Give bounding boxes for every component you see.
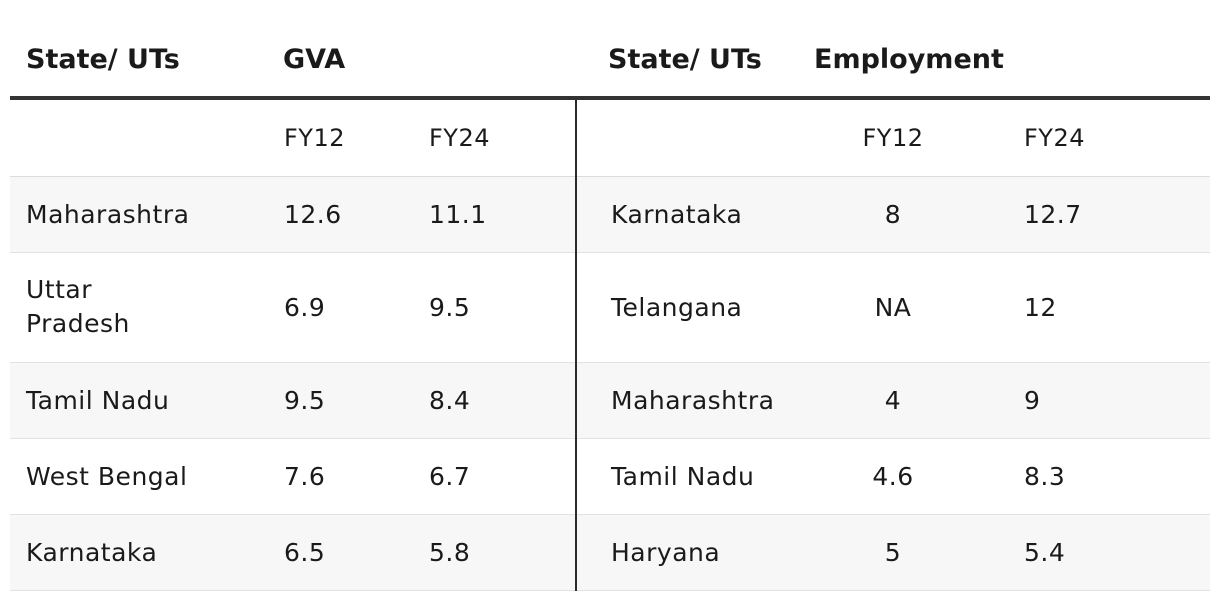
- gva-state-cell: Uttar Pradesh: [10, 252, 267, 363]
- subheader-row: FY12 FY24 FY12 FY24: [10, 98, 1211, 177]
- subheader-empty-right: [575, 98, 806, 177]
- subheader-empty-left: [10, 98, 267, 177]
- emp-fy24-cell: 5.4: [980, 514, 1211, 591]
- emp-state-cell: Karnataka: [575, 176, 806, 253]
- header-gva: GVA: [267, 26, 576, 100]
- state-gva-employment-table: State/ UTs GVA State/ UTs Employment FY1…: [10, 26, 1211, 591]
- emp-fy12-cell: 5: [806, 514, 980, 591]
- gva-fy12-cell: 6.9: [267, 252, 413, 363]
- emp-fy12-cell: 4.6: [806, 438, 980, 515]
- emp-state-cell: Haryana: [575, 514, 806, 591]
- emp-state-cell: Tamil Nadu: [575, 438, 806, 515]
- gva-state-cell: Tamil Nadu: [10, 362, 267, 439]
- table-row: Tamil Nadu 9.5 8.4 Maharashtra 4 9: [10, 362, 1211, 439]
- gva-fy12-cell: 12.6: [267, 176, 413, 253]
- header-row: State/ UTs GVA State/ UTs Employment: [10, 26, 1211, 100]
- table-row: Karnataka 6.5 5.8 Haryana 5 5.4: [10, 514, 1211, 591]
- emp-fy24-cell: 12.7: [980, 176, 1211, 253]
- table-row: Uttar Pradesh 6.9 9.5 Telangana NA 12: [10, 252, 1211, 363]
- emp-state-cell: Telangana: [575, 252, 806, 363]
- emp-state-cell: Maharashtra: [575, 362, 806, 439]
- gva-fy24-cell: 11.1: [413, 176, 576, 253]
- emp-fy12-cell: 8: [806, 176, 980, 253]
- table-row: Maharashtra 12.6 11.1 Karnataka 8 12.7: [10, 176, 1211, 253]
- gva-fy12-cell: 6.5: [267, 514, 413, 591]
- gva-fy24-cell: 8.4: [413, 362, 576, 439]
- header-employment: Employment: [806, 26, 1211, 100]
- gva-fy12-cell: 7.6: [267, 438, 413, 515]
- gva-state-cell: West Bengal: [10, 438, 267, 515]
- subheader-gva-fy12: FY12: [267, 98, 413, 177]
- gva-state-cell: Karnataka: [10, 514, 267, 591]
- gva-fy12-cell: 9.5: [267, 362, 413, 439]
- subheader-emp-fy24: FY24: [980, 98, 1211, 177]
- emp-fy24-cell: 8.3: [980, 438, 1211, 515]
- emp-fy12-cell: 4: [806, 362, 980, 439]
- gva-state-label: Uttar Pradesh: [26, 275, 130, 338]
- subheader-gva-fy24: FY24: [413, 98, 576, 177]
- emp-fy12-cell: NA: [806, 252, 980, 363]
- header-left-state: State/ UTs: [10, 26, 267, 100]
- gva-fy24-cell: 6.7: [413, 438, 576, 515]
- gva-fy24-cell: 9.5: [413, 252, 576, 363]
- emp-fy24-cell: 9: [980, 362, 1211, 439]
- gva-state-cell: Maharashtra: [10, 176, 267, 253]
- table-row: West Bengal 7.6 6.7 Tamil Nadu 4.6 8.3: [10, 438, 1211, 515]
- gva-fy24-cell: 5.8: [413, 514, 576, 591]
- header-right-state: State/ UTs: [576, 26, 806, 100]
- subheader-emp-fy12: FY12: [806, 98, 980, 177]
- emp-fy24-cell: 12: [980, 252, 1211, 363]
